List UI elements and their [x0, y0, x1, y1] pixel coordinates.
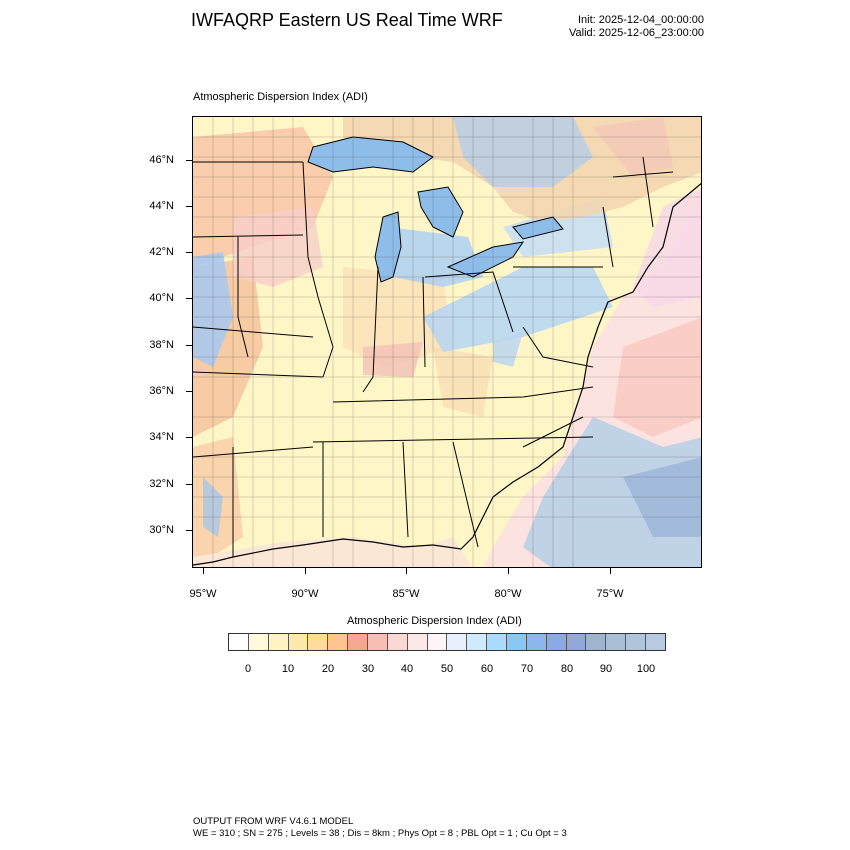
- lat-tick: [186, 252, 192, 253]
- lat-label-30n: 30°N: [149, 524, 174, 536]
- colorbar-cell: [586, 634, 607, 650]
- colorbar-cell: [248, 634, 269, 650]
- colorbar-cell: [447, 634, 468, 650]
- colorbar-cell: [606, 634, 627, 650]
- page-title: IWFAQRP Eastern US Real Time WRF: [191, 10, 503, 30]
- colorbar-label: 40: [400, 663, 414, 675]
- colorbar-cell: [328, 634, 349, 650]
- init-time: Init: 2025-12-04_00:00:00: [578, 14, 704, 26]
- field-patch: [593, 117, 673, 177]
- lon-label-75w: 75°W: [596, 588, 624, 600]
- colorbar-cell: [546, 634, 567, 650]
- colorbar-label: 50: [440, 663, 454, 675]
- colorbar-cell: [487, 634, 508, 650]
- lon-label-80w: 80°W: [494, 588, 522, 600]
- colorbar-label: 20: [321, 663, 335, 675]
- map-canvas: [193, 117, 701, 567]
- lat-label-38n: 38°N: [149, 339, 174, 351]
- lat-label-42n: 42°N: [149, 246, 174, 258]
- colorbar-cell: [368, 634, 388, 650]
- colorbar-cell: [288, 634, 309, 650]
- lat-tick: [186, 530, 192, 531]
- lon-label-90w: 90°W: [291, 588, 319, 600]
- lat-label-32n: 32°N: [149, 478, 174, 490]
- colorbar-cell: [348, 634, 369, 650]
- field-patch: [453, 117, 593, 187]
- lon-tick: [508, 568, 509, 574]
- lat-label-36n: 36°N: [149, 385, 174, 397]
- colorbar-label: 10: [281, 663, 295, 675]
- footer-model-line: OUTPUT FROM WRF V4.6.1 MODEL: [193, 816, 354, 827]
- lake-ontario: [512, 216, 564, 240]
- colorbar-cell: [626, 634, 647, 650]
- lat-label-46n: 46°N: [149, 154, 174, 166]
- field-patch: [633, 188, 701, 307]
- colorbar-cell: [427, 634, 448, 650]
- colorbar-title: Atmospheric Dispersion Index (ADI): [347, 615, 522, 627]
- lon-tick: [610, 568, 611, 574]
- lat-label-34n: 34°N: [149, 431, 174, 443]
- lon-tick: [406, 568, 407, 574]
- colorbar-cell: [308, 634, 329, 650]
- colorbar-label: 0: [244, 663, 252, 675]
- lat-label-44n: 44°N: [149, 200, 174, 212]
- lon-label-95w: 95°W: [189, 588, 217, 600]
- adi-map: [192, 116, 702, 568]
- gulf-field: [193, 537, 472, 567]
- coastline: [193, 182, 701, 566]
- field-patch: [233, 207, 323, 287]
- lat-tick: [186, 437, 192, 438]
- colorbar-label: 100: [636, 663, 656, 675]
- colorbar-cell: [268, 634, 289, 650]
- map-title: Atmospheric Dispersion Index (ADI): [193, 91, 368, 103]
- lat-tick: [186, 298, 192, 299]
- colorbar-cell: [566, 634, 587, 650]
- lat-tick: [186, 345, 192, 346]
- colorbar-cell: [507, 634, 527, 650]
- lat-tick: [186, 160, 192, 161]
- colorbar-label: 80: [560, 663, 574, 675]
- field-patch: [423, 267, 613, 352]
- colorbar-label: 60: [480, 663, 494, 675]
- lon-label-85w: 85°W: [392, 588, 420, 600]
- colorbar-cell: [646, 634, 665, 650]
- field-patch: [433, 347, 493, 417]
- lake-erie: [446, 241, 525, 278]
- field-patch: [613, 317, 701, 437]
- lat-tick: [186, 206, 192, 207]
- colorbar-cell: [407, 634, 428, 650]
- colorbar-cell: [229, 634, 249, 650]
- county-lines: [193, 117, 701, 567]
- lat-tick: [186, 484, 192, 485]
- colorbar-label: 30: [361, 663, 375, 675]
- lat-tick: [186, 391, 192, 392]
- lon-tick: [305, 568, 306, 574]
- colorbar-cell: [467, 634, 488, 650]
- colorbar-cell: [387, 634, 408, 650]
- field-patch: [493, 332, 523, 367]
- valid-time: Valid: 2025-12-06_23:00:00: [569, 27, 704, 39]
- colorbar-label: 70: [520, 663, 534, 675]
- colorbar-cell: [526, 634, 547, 650]
- lon-tick: [203, 568, 204, 574]
- colorbar: [228, 633, 666, 651]
- lat-label-40n: 40°N: [149, 292, 174, 304]
- footer-config-line: WE = 310 ; SN = 275 ; Levels = 38 ; Dis …: [193, 828, 567, 839]
- colorbar-label: 90: [599, 663, 613, 675]
